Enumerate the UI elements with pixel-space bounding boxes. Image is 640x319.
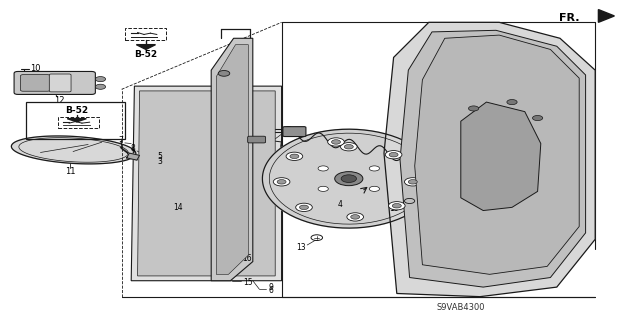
Circle shape — [332, 140, 340, 144]
Circle shape — [389, 152, 398, 157]
Polygon shape — [400, 30, 586, 287]
Polygon shape — [262, 129, 435, 228]
FancyBboxPatch shape — [49, 74, 71, 92]
Circle shape — [344, 145, 353, 149]
Circle shape — [328, 138, 344, 146]
Text: 9: 9 — [269, 283, 274, 292]
Circle shape — [532, 115, 543, 121]
Text: 10: 10 — [30, 64, 40, 73]
Text: 1: 1 — [118, 141, 123, 150]
Circle shape — [95, 77, 106, 82]
Text: 8: 8 — [131, 144, 136, 153]
Circle shape — [423, 168, 435, 174]
Circle shape — [286, 152, 303, 160]
Polygon shape — [67, 119, 86, 122]
Text: S9VAB4300: S9VAB4300 — [436, 303, 485, 312]
Circle shape — [369, 186, 380, 191]
Circle shape — [388, 202, 405, 210]
Polygon shape — [384, 22, 595, 297]
Polygon shape — [415, 35, 579, 274]
Circle shape — [273, 178, 290, 186]
Polygon shape — [216, 45, 248, 274]
Circle shape — [431, 168, 442, 174]
Circle shape — [335, 172, 363, 186]
Circle shape — [218, 70, 230, 76]
Circle shape — [385, 151, 402, 159]
Polygon shape — [127, 153, 140, 160]
Circle shape — [392, 204, 401, 208]
Circle shape — [277, 180, 286, 184]
Circle shape — [318, 166, 328, 171]
Text: 15: 15 — [243, 278, 253, 287]
Circle shape — [369, 166, 380, 171]
Polygon shape — [138, 91, 275, 276]
Polygon shape — [136, 45, 156, 49]
Text: 3: 3 — [157, 157, 162, 166]
Circle shape — [290, 154, 299, 159]
Text: B-52: B-52 — [134, 50, 157, 59]
Circle shape — [340, 143, 357, 151]
FancyBboxPatch shape — [283, 127, 306, 137]
FancyBboxPatch shape — [248, 136, 266, 143]
Polygon shape — [131, 86, 282, 281]
Circle shape — [341, 175, 356, 182]
Circle shape — [300, 205, 308, 210]
Circle shape — [95, 84, 106, 89]
Text: 16: 16 — [242, 254, 252, 263]
Circle shape — [351, 215, 360, 219]
FancyBboxPatch shape — [20, 75, 50, 91]
Text: 11: 11 — [65, 167, 76, 176]
Text: 12: 12 — [54, 96, 64, 105]
Circle shape — [408, 180, 417, 184]
Circle shape — [296, 203, 312, 211]
Circle shape — [507, 100, 517, 105]
Polygon shape — [598, 10, 614, 22]
Text: 14: 14 — [173, 203, 182, 212]
Circle shape — [318, 186, 328, 191]
Circle shape — [347, 213, 364, 221]
Text: 5: 5 — [157, 152, 162, 161]
Polygon shape — [211, 38, 253, 281]
Text: B-52: B-52 — [65, 106, 88, 115]
Circle shape — [404, 178, 421, 186]
Circle shape — [468, 106, 479, 111]
Text: 13: 13 — [388, 204, 399, 213]
Polygon shape — [413, 144, 461, 207]
Circle shape — [415, 168, 427, 174]
Text: 13: 13 — [296, 243, 306, 252]
Text: 7: 7 — [118, 136, 123, 145]
Text: 6: 6 — [269, 286, 274, 295]
FancyBboxPatch shape — [14, 71, 95, 94]
Polygon shape — [12, 136, 136, 164]
Polygon shape — [461, 102, 541, 211]
Text: 4: 4 — [337, 200, 342, 209]
Text: FR.: FR. — [559, 12, 580, 23]
Text: 2: 2 — [131, 149, 136, 158]
